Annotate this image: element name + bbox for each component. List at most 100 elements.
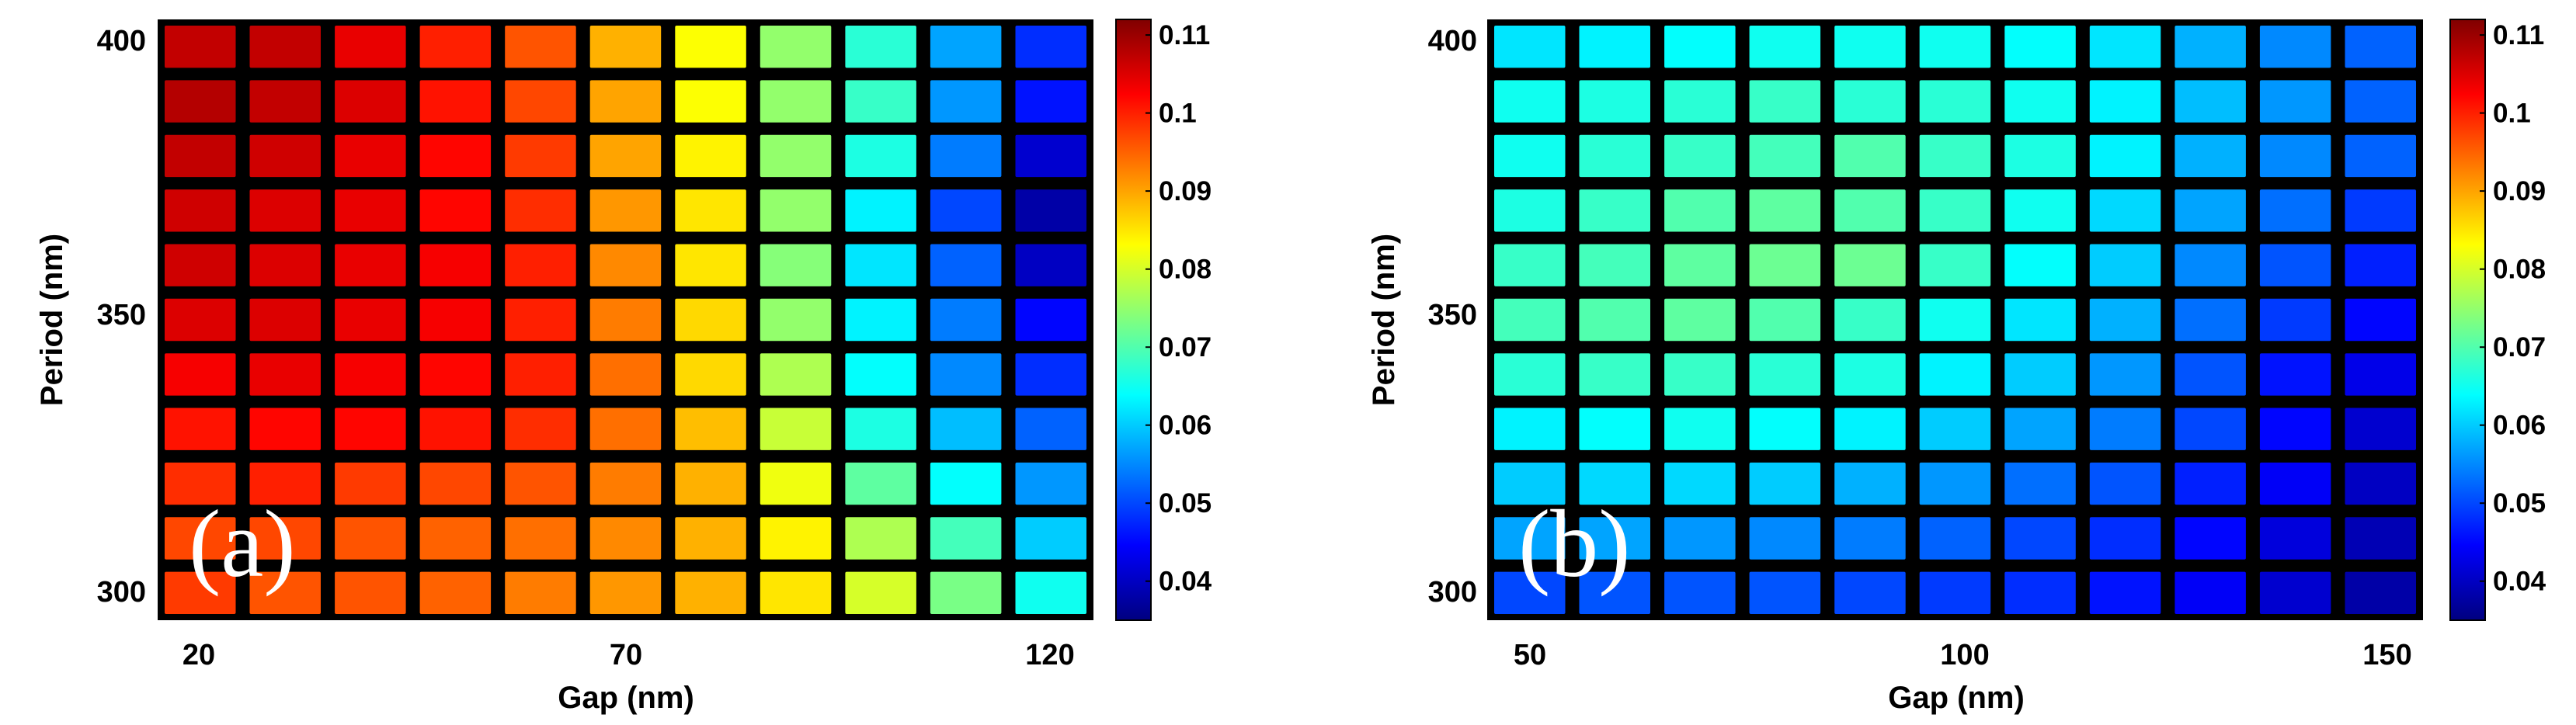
heatmap-cell bbox=[760, 408, 832, 450]
heatmap-cell bbox=[249, 244, 321, 286]
heatmap-cell bbox=[1749, 571, 1821, 614]
heatmap-cell bbox=[165, 353, 236, 396]
heatmap-cell bbox=[930, 462, 1002, 505]
heatmap-cell bbox=[760, 571, 832, 614]
heatmap-cell bbox=[505, 353, 576, 396]
colorbar-tick-label: 0.1 bbox=[2493, 99, 2531, 129]
heatmap-cell bbox=[930, 244, 1002, 286]
heatmap-cell bbox=[845, 189, 916, 232]
heatmap-cell bbox=[1664, 571, 1736, 614]
heatmap-cell bbox=[1919, 462, 1991, 505]
heatmap-cell bbox=[2004, 80, 2076, 123]
heatmap-cell bbox=[1015, 298, 1086, 342]
heatmap-cell bbox=[845, 244, 916, 286]
heatmap-cell bbox=[1579, 517, 1650, 560]
heatmap-cell bbox=[2345, 298, 2416, 342]
heatmap-cell bbox=[2004, 517, 2076, 560]
heatmap-cell bbox=[419, 353, 492, 396]
heatmap-cell bbox=[1834, 571, 1906, 614]
heatmap-cell bbox=[1494, 462, 1566, 505]
heatmap-cell bbox=[675, 26, 746, 68]
colorbar-gradient bbox=[2449, 19, 2486, 621]
heatmap-cell bbox=[335, 189, 406, 232]
heatmap-cell bbox=[760, 353, 832, 396]
heatmap-cell bbox=[2004, 26, 2076, 68]
heatmap-cell bbox=[2345, 517, 2416, 560]
heatmap-cell bbox=[1015, 134, 1086, 178]
heatmap-cell bbox=[2089, 189, 2161, 232]
heatmap-cell bbox=[165, 244, 236, 286]
heatmap-cell bbox=[675, 571, 746, 614]
heatmap-cell bbox=[1749, 26, 1821, 68]
colorbar-b: 0.11 0.1 0.09 0.08 0.07 0.06 0.05 0.04 bbox=[2449, 19, 2546, 621]
heatmap-cell bbox=[1015, 571, 1086, 614]
y-tick-label: 350 bbox=[97, 299, 146, 331]
heatmap-cell bbox=[2089, 80, 2161, 123]
heatmap-cell bbox=[2259, 189, 2331, 232]
heatmap-cell bbox=[2259, 408, 2331, 450]
heatmap-cell bbox=[1919, 517, 1991, 560]
heatmap-cell bbox=[2259, 134, 2331, 178]
heatmap-cell bbox=[165, 408, 236, 450]
heatmap-cell bbox=[249, 26, 321, 68]
heatmap-a-y-ticks: 400 350 300 bbox=[97, 25, 146, 609]
heatmap-cell bbox=[165, 298, 236, 342]
heatmap-cell bbox=[1749, 80, 1821, 123]
panel-label: (a) bbox=[189, 491, 296, 597]
y-tick-label: 400 bbox=[1428, 25, 1477, 57]
heatmap-cell bbox=[505, 517, 576, 560]
heatmap-cell bbox=[1494, 298, 1566, 342]
heatmap-cell bbox=[1834, 517, 1906, 560]
y-axis-label: Period (nm) bbox=[35, 234, 69, 406]
heatmap-cell bbox=[1015, 26, 1086, 68]
heatmap-cell bbox=[2345, 408, 2416, 450]
heatmap-cell bbox=[1579, 80, 1650, 123]
heatmap-cell bbox=[249, 298, 321, 342]
heatmap-cell bbox=[419, 134, 492, 178]
heatmap-cell bbox=[2259, 26, 2331, 68]
heatmap-cell bbox=[760, 134, 832, 178]
heatmap-cell bbox=[2259, 571, 2331, 614]
x-tick-label: 100 bbox=[1940, 639, 1989, 671]
heatmap-cell bbox=[335, 244, 406, 286]
heatmap-cell bbox=[1749, 134, 1821, 178]
heatmap-cell bbox=[1749, 298, 1821, 342]
heatmap-cell bbox=[1494, 189, 1566, 232]
heatmap-cell bbox=[2259, 298, 2331, 342]
colorbar-tick-label: 0.05 bbox=[2493, 488, 2546, 519]
heatmap-cell bbox=[589, 517, 662, 560]
heatmap-cell bbox=[165, 462, 236, 505]
heatmap-cell bbox=[675, 134, 746, 178]
heatmap-cell bbox=[2345, 462, 2416, 505]
heatmap-cell bbox=[1664, 298, 1736, 342]
heatmap-cell bbox=[760, 517, 832, 560]
x-axis-label: Gap (nm) bbox=[1888, 681, 2025, 715]
heatmap-cell bbox=[930, 26, 1002, 68]
heatmap-cell bbox=[249, 80, 321, 123]
heatmap-cell bbox=[1834, 189, 1906, 232]
heatmap-cell bbox=[760, 244, 832, 286]
heatmap-cell bbox=[1664, 244, 1736, 286]
heatmap-cell bbox=[335, 408, 406, 450]
heatmap-cell bbox=[1919, 134, 1991, 178]
heatmap-cell bbox=[1749, 189, 1821, 232]
x-tick-label: 150 bbox=[2362, 639, 2411, 671]
heatmap-cell bbox=[930, 134, 1002, 178]
heatmap-cell bbox=[2174, 189, 2246, 232]
heatmap-cell bbox=[1919, 244, 1991, 286]
heatmap-cell bbox=[1015, 353, 1086, 396]
heatmap-cell bbox=[1015, 189, 1086, 232]
heatmap-cell bbox=[1494, 408, 1566, 450]
heatmap-cell bbox=[675, 353, 746, 396]
heatmap-cell bbox=[505, 80, 576, 123]
heatmap-cell bbox=[1494, 80, 1566, 123]
heatmap-cell bbox=[760, 80, 832, 123]
heatmap-cell bbox=[419, 571, 492, 614]
heatmap-cell bbox=[505, 571, 576, 614]
heatmap-cell bbox=[845, 134, 916, 178]
heatmap-cell bbox=[930, 189, 1002, 232]
colorbar-ticks: 0.11 0.1 0.09 0.08 0.07 0.06 0.05 0.04 bbox=[1145, 20, 1212, 597]
colorbar-tick-label: 0.08 bbox=[2493, 255, 2546, 285]
heatmap-cell bbox=[1664, 189, 1736, 232]
heatmap-cell bbox=[1749, 462, 1821, 505]
